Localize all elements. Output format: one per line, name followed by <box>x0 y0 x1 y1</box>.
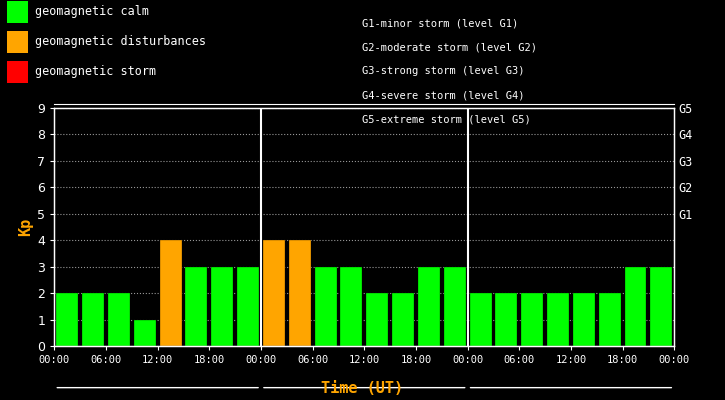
Bar <box>444 267 465 346</box>
Bar <box>57 293 78 346</box>
Text: G2-moderate storm (level G2): G2-moderate storm (level G2) <box>362 42 537 52</box>
Bar <box>289 240 311 346</box>
Text: G3-strong storm (level G3): G3-strong storm (level G3) <box>362 66 525 76</box>
Bar <box>470 293 492 346</box>
Bar <box>573 293 594 346</box>
Bar <box>366 293 388 346</box>
Text: G5-extreme storm (level G5): G5-extreme storm (level G5) <box>362 114 531 124</box>
Text: G1-minor storm (level G1): G1-minor storm (level G1) <box>362 18 519 28</box>
Bar <box>263 240 285 346</box>
Bar <box>599 293 621 346</box>
Bar <box>650 267 672 346</box>
Bar <box>341 267 362 346</box>
Bar <box>186 267 207 346</box>
Bar <box>392 293 414 346</box>
Bar <box>237 267 259 346</box>
Bar <box>160 240 181 346</box>
Bar <box>211 267 233 346</box>
Text: G4-severe storm (level G4): G4-severe storm (level G4) <box>362 90 525 100</box>
Text: geomagnetic calm: geomagnetic calm <box>35 6 149 18</box>
Bar <box>547 293 569 346</box>
Bar <box>82 293 104 346</box>
Bar <box>315 267 336 346</box>
Bar <box>521 293 543 346</box>
Text: geomagnetic storm: geomagnetic storm <box>35 66 156 78</box>
Bar <box>108 293 130 346</box>
Bar <box>134 320 156 346</box>
Bar <box>624 267 647 346</box>
Text: geomagnetic disturbances: geomagnetic disturbances <box>35 36 206 48</box>
Text: Time (UT): Time (UT) <box>321 381 404 396</box>
Y-axis label: Kp: Kp <box>18 218 33 236</box>
Bar <box>418 267 440 346</box>
Bar <box>495 293 518 346</box>
